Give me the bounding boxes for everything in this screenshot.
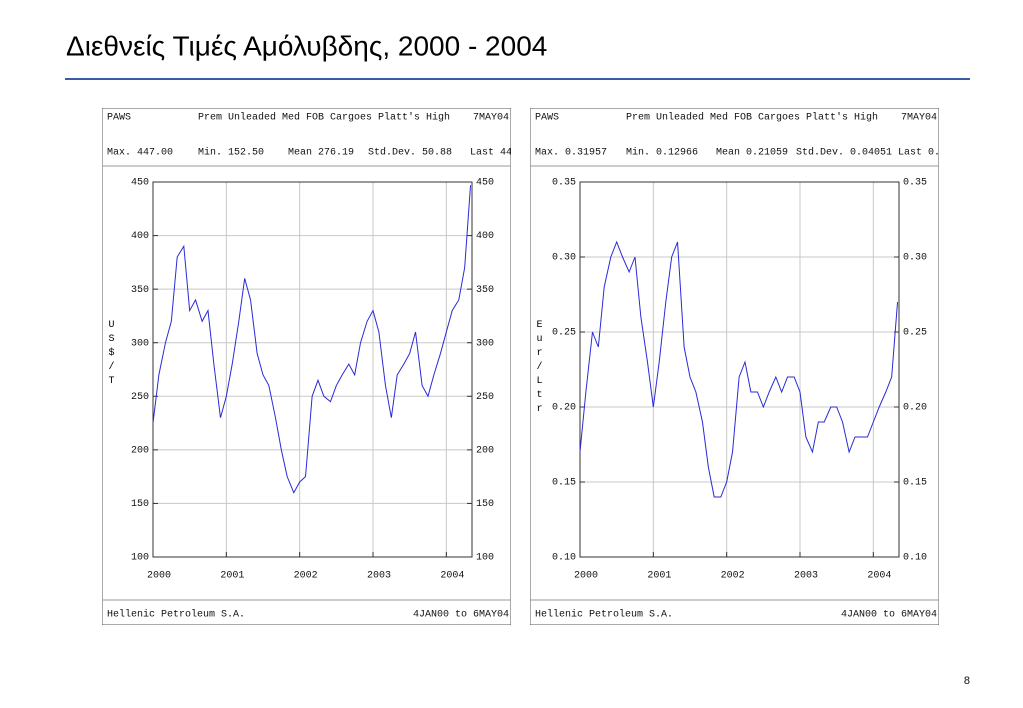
y-tick-label: 450 bbox=[476, 178, 494, 189]
x-tick-label: 2001 bbox=[220, 571, 244, 582]
y-tick-label: 300 bbox=[476, 338, 494, 349]
stat-label: Last 0.2 bbox=[898, 148, 946, 159]
y-tick-label: 200 bbox=[131, 445, 149, 456]
y-tick-label: 0.25 bbox=[903, 328, 927, 339]
x-tick-label: 2003 bbox=[794, 571, 818, 582]
stat-label: Max. 0.31957 bbox=[535, 148, 607, 159]
slide-title: Διεθνείς Τιμές Αμόλυβδης, 2000 - 2004 bbox=[66, 30, 547, 61]
stat-label: Mean 276.19 bbox=[288, 148, 354, 159]
x-tick-label: 2004 bbox=[440, 571, 464, 582]
chart-panel: PAWS Prem Unleaded Med FOB Cargoes Platt'… bbox=[530, 108, 946, 625]
source-label: PAWS bbox=[107, 113, 131, 124]
stat-label: Min. 0.12966 bbox=[626, 147, 698, 159]
x-tick-label: 2000 bbox=[574, 571, 598, 582]
y-tick-label: 0.20 bbox=[903, 403, 927, 414]
plot-frame bbox=[152, 181, 473, 558]
y-tick-label: 150 bbox=[131, 499, 149, 510]
page-number: 8 bbox=[964, 675, 970, 687]
price-line bbox=[579, 240, 899, 498]
y-tick-label: 0.35 bbox=[903, 178, 927, 189]
y-tick-label: 350 bbox=[131, 285, 149, 296]
chart-date: 7MAY04 bbox=[901, 113, 937, 124]
panel-frame bbox=[102, 108, 511, 625]
footer-right: 4JAN00 to 6MAY04 bbox=[841, 610, 937, 621]
stat-label: Min. 152.50 bbox=[198, 147, 264, 159]
price-line bbox=[152, 185, 472, 494]
chart-panel: PAWS Prem Unleaded Med FOB Cargoes Platt'… bbox=[102, 108, 518, 625]
plot-frame bbox=[579, 181, 900, 558]
stat-label: Max. 447.00 bbox=[107, 148, 173, 159]
source-label: PAWS bbox=[535, 113, 559, 124]
y-tick-label: 0.10 bbox=[903, 553, 927, 564]
y-tick-label: 400 bbox=[476, 231, 494, 242]
chart-title: Prem Unleaded Med FOB Cargoes Platt's Hi… bbox=[626, 112, 878, 124]
stat-label: Std.Dev. 0.04051 bbox=[796, 147, 892, 159]
x-tick-label: 2004 bbox=[867, 571, 891, 582]
y-tick-label: 100 bbox=[476, 553, 494, 564]
chart-title: Prem Unleaded Med FOB Cargoes Platt's Hi… bbox=[198, 112, 450, 124]
y-tick-label: 200 bbox=[476, 445, 494, 456]
y-tick-label: 0.35 bbox=[552, 178, 576, 189]
y-tick-label: 100 bbox=[131, 553, 149, 564]
y-tick-label: 0.20 bbox=[552, 403, 576, 414]
y-tick-label: 350 bbox=[476, 285, 494, 296]
footer-left: Hellenic Petroleum S.A. bbox=[535, 609, 673, 621]
x-tick-label: 2002 bbox=[294, 571, 318, 582]
stat-label: Std.Dev. 50.88 bbox=[368, 147, 452, 159]
x-tick-label: 2001 bbox=[647, 571, 671, 582]
y-tick-label: 400 bbox=[131, 231, 149, 242]
x-tick-label: 2002 bbox=[721, 571, 745, 582]
y-tick-label: 300 bbox=[131, 338, 149, 349]
y-tick-label: 250 bbox=[131, 392, 149, 403]
y-tick-label: 0.10 bbox=[552, 553, 576, 564]
chart-date: 7MAY04 bbox=[473, 113, 509, 124]
stat-label: Mean 0.21059 bbox=[716, 148, 788, 159]
x-tick-label: 2000 bbox=[147, 571, 171, 582]
y-tick-label: 450 bbox=[131, 178, 149, 189]
stat-label: Last 447 bbox=[470, 148, 518, 159]
y-tick-label: 0.25 bbox=[552, 328, 576, 339]
footer-left: Hellenic Petroleum S.A. bbox=[107, 609, 245, 621]
footer-right: 4JAN00 to 6MAY04 bbox=[413, 610, 509, 621]
y-tick-label: 0.30 bbox=[903, 253, 927, 264]
y-tick-label: 250 bbox=[476, 392, 494, 403]
x-tick-label: 2003 bbox=[367, 571, 391, 582]
y-axis-label: Eur/Ltr bbox=[534, 320, 545, 418]
y-tick-label: 0.15 bbox=[903, 478, 927, 489]
y-tick-label: 0.15 bbox=[552, 478, 576, 489]
y-tick-label: 150 bbox=[476, 499, 494, 510]
y-tick-label: 0.30 bbox=[552, 253, 576, 264]
panel-frame bbox=[530, 108, 939, 625]
y-axis-label: US$/T bbox=[106, 320, 117, 390]
